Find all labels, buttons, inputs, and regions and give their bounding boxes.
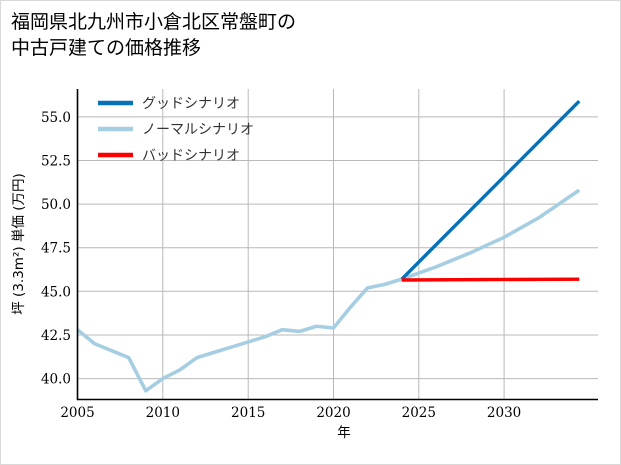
x-tick-label: 2010 — [146, 405, 180, 421]
y-tick-label: 45.0 — [41, 284, 71, 300]
series-line-normal — [76, 188, 581, 393]
series-line-good — [400, 100, 581, 281]
chart-title: 福岡県北九州市小倉北区常盤町の 中古戸建ての価格推移 — [11, 11, 297, 59]
y-tick-label: 47.5 — [41, 241, 71, 257]
x-tick-labels: 2005 2010 2015 2020 2025 2030 — [60, 405, 521, 421]
series-line-bad — [401, 277, 580, 282]
y-tick-label: 42.5 — [41, 328, 71, 344]
legend-item-bad-scenario[interactable]: バッドシナリオ — [98, 148, 240, 164]
y-tick-label: 40.0 — [41, 372, 71, 388]
y-tick-label: 55.0 — [41, 110, 71, 126]
legend-item-good-scenario[interactable]: グッドシナリオ — [98, 96, 240, 112]
y-tick-labels: 40.0 42.5 45.0 47.5 50.0 52.5 55.0 — [41, 110, 71, 388]
axis-spine-path — [76, 89, 598, 401]
x-tick-label: 2015 — [231, 405, 265, 421]
legend-label-good-scenario: グッドシナリオ — [142, 96, 240, 112]
axis-spines — [76, 89, 598, 401]
x-tick-label: 2025 — [402, 405, 436, 421]
y-tick-label: 52.5 — [41, 154, 71, 170]
series-group — [76, 100, 581, 393]
legend-item-normal-scenario[interactable]: ノーマルシナリオ — [98, 122, 254, 138]
legend-label-bad-scenario: バッドシナリオ — [142, 148, 240, 164]
x-tick-label: 2005 — [60, 405, 94, 421]
x-tick-label: 2020 — [316, 405, 350, 421]
y-axis-title: 坪 (3.3m²) 単価 (万円) — [11, 173, 27, 314]
legend-label-normal-scenario: ノーマルシナリオ — [142, 122, 254, 138]
y-tick-label: 50.0 — [41, 197, 71, 213]
x-axis-title: 年 — [337, 425, 351, 441]
x-tick-label: 2030 — [487, 405, 521, 421]
